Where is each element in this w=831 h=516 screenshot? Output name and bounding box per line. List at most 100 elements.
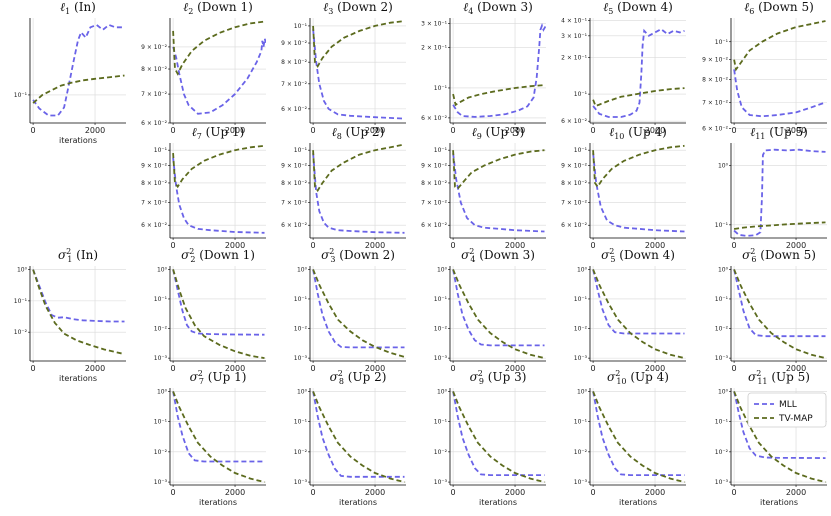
x-axis-label: iterations [59,136,97,145]
y-tick-label: 7 × 10⁻² [421,200,447,207]
y-tick-label: 10⁰ [157,266,168,273]
series-tv-map-l3 [312,20,405,69]
x-axis-label: iterations [479,498,517,507]
series-mll-l9 [452,152,545,233]
x-tick-label: 0 [311,126,316,135]
series-tv-map-l9 [452,149,545,190]
series-mll-l7 [172,157,265,234]
y-tick-label: 8 × 10⁻² [281,59,307,66]
x-tick-label: 2000 [85,126,105,135]
panel-l10: 6 × 10⁻² 7 × 10⁻² 8 × 10⁻² 9 × 10⁻² 10⁻¹ 0 200… [561,125,686,250]
x-tick-label: 0 [732,126,737,135]
panel-title: σ2 6 (Down 5) [742,247,816,264]
x-tick-label: 2000 [645,126,665,135]
y-tick-label: 6 × 10⁻² [141,120,167,127]
y-tick-label: 10⁻¹ [294,147,308,154]
x-tick-label: 2000 [505,488,525,497]
y-tick-label: 10⁰ [297,388,308,395]
y-tick-label: 10⁻³ [715,355,729,362]
series-tv-map-s9 [452,391,545,483]
x-tick-label: 0 [311,488,316,497]
panel-title: ℓ7 (Up 1) [192,125,245,141]
y-tick-label: 10⁰ [718,163,729,170]
x-tick-label: 0 [171,241,176,250]
panel-title: ℓ6 (Down 5) [744,0,814,16]
y-tick-label: 10⁻³ [715,479,729,486]
y-tick-label: 10⁻¹ [574,147,588,154]
panel-title: σ2 5 (Down 4) [601,247,675,264]
series-tv-map-l11 [733,221,826,230]
y-tick-label: 10⁻² [294,326,308,333]
series-mll-s10 [592,391,685,476]
x-tick-label: 0 [591,241,596,250]
x-tick-label: 2000 [505,364,525,373]
panel-title: ℓ4 (Down 3) [463,0,533,16]
series-tv-map-s8 [312,391,405,483]
series-tv-map-s6 [733,269,826,359]
y-tick-label: 10⁻¹ [434,296,448,303]
series-mll-l1 [32,23,123,117]
x-tick-label: 2000 [786,488,806,497]
x-tick-label: 0 [31,126,36,135]
x-tick-label: 2000 [786,364,806,373]
x-axis-label: iterations [619,498,657,507]
x-axis-label: iterations [199,498,237,507]
x-tick-label: 2000 [786,241,806,250]
x-tick-label: 0 [311,364,316,373]
series-mll-l2 [172,38,266,115]
y-tick-label: 10⁻² [715,326,729,333]
y-tick-label: 10⁻² [434,326,448,333]
y-tick-label: 10⁻¹ [574,296,588,303]
y-tick-label: 6 × 10⁻² [421,115,447,122]
x-tick-label: 0 [591,488,596,497]
y-tick-label: 9 × 10⁻² [281,163,307,170]
panel-l9: 6 × 10⁻² 7 × 10⁻² 8 × 10⁻² 9 × 10⁻² 10⁻¹ 0 200… [421,125,546,250]
y-tick-label: 10⁻³ [574,355,588,362]
x-tick-label: 0 [451,364,456,373]
x-tick-label: 2000 [505,241,525,250]
panel-title: ℓ3 (Down 2) [323,0,393,16]
panel-s5: 10⁰ 10⁻¹ 10⁻² 10⁻³0 2000 σ2 5 (Down 4) [574,247,686,373]
y-tick-label: 7 × 10⁻² [281,81,307,88]
panel-title: σ2 10 (Up 4) [607,369,669,386]
y-tick-label: 7 × 10⁻² [281,200,307,207]
y-tick-label: 3 × 10⁻¹ [421,21,447,28]
panel-s6: 10⁰ 10⁻¹ 10⁻² 10⁻³0 2000 σ2 6 (Down 5) [715,247,827,373]
y-tick-label: 10⁻¹ [715,39,729,46]
y-tick-label: 10⁻¹ [294,23,308,30]
x-tick-label: 2000 [225,126,245,135]
x-tick-label: 0 [451,488,456,497]
x-tick-label: 2000 [225,241,245,250]
y-tick-label: 10⁻² [154,449,168,456]
x-tick-label: 0 [591,126,596,135]
panel-title: σ2 2 (Down 1) [181,247,255,264]
y-tick-label: 10⁻³ [434,355,448,362]
series-mll-s4 [452,269,545,347]
series-tv-map-s7 [172,391,265,483]
panel-s4: 10⁰ 10⁻¹ 10⁻² 10⁻³0 2000 σ2 4 (Down 3) [434,247,546,373]
y-tick-label: 10⁻² [154,326,168,333]
y-tick-label: 2 × 10⁻¹ [561,54,587,61]
y-tick-label: 6 × 10⁻² [561,118,587,125]
series-tv-map-l6 [733,20,826,72]
y-tick-label: 7 × 10⁻² [141,91,167,98]
legend-label-mll: MLL [779,400,797,410]
y-tick-label: 10⁻¹ [434,147,448,154]
y-tick-label: 10⁻¹ [154,296,168,303]
x-tick-label: 2000 [645,364,665,373]
panel-s3: 10⁰ 10⁻¹ 10⁻² 10⁻³0 2000 σ2 3 (Down 2) [294,247,406,373]
panel-l3: 6 × 10⁻² 7 × 10⁻² 8 × 10⁻² 9 × 10⁻² 10⁻¹ 0 200… [281,0,406,135]
x-tick-label: 0 [591,364,596,373]
y-tick-label: 10⁻² [574,449,588,456]
y-tick-label: 10⁰ [718,266,729,273]
y-tick-label: 10⁻¹ [574,91,588,98]
y-tick-label: 10⁻¹ [434,85,448,92]
x-tick-label: 2000 [365,364,385,373]
x-tick-label: 2000 [645,241,665,250]
series-mll-s8 [312,391,405,478]
panel-title: σ2 1 (In) [58,247,98,264]
series-tv-map-l5 [592,87,685,108]
